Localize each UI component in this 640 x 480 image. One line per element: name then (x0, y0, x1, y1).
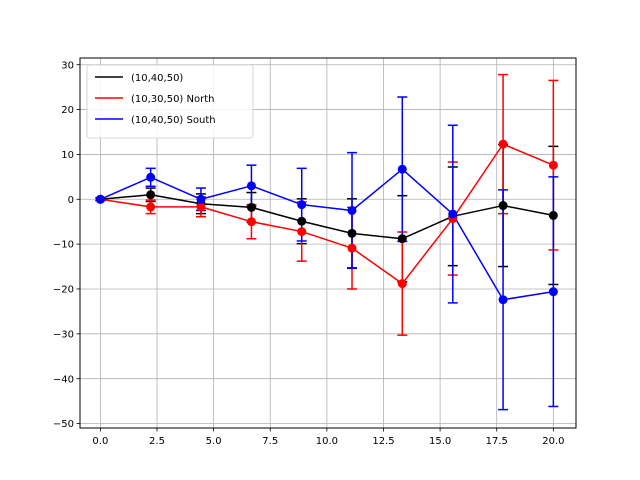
x-tick-label: 7.5 (262, 436, 278, 447)
y-tick-label: 10 (61, 150, 74, 161)
x-tick-label: 12.5 (372, 436, 394, 447)
series-1-point (347, 243, 357, 253)
series-0-point (146, 190, 156, 200)
series-0-point (498, 201, 508, 211)
y-tick-label: −50 (53, 419, 74, 430)
y-tick-label: −10 (53, 240, 74, 251)
series-2-point (347, 205, 357, 215)
series-0-point (246, 202, 256, 212)
x-tick-label: 10.0 (316, 436, 338, 447)
series-2-point (196, 194, 206, 204)
series-lines (100, 143, 554, 301)
series-2-point (548, 287, 558, 297)
series-1-point (146, 202, 156, 212)
x-tick-label: 2.5 (149, 436, 165, 447)
legend: (10,40,50) (10,30,50) North (10,40,50) Sou… (86, 64, 254, 139)
series-2-point (498, 295, 508, 305)
series-2-point (397, 164, 407, 174)
series-2-point (448, 209, 458, 219)
series-0-point (397, 234, 407, 244)
series-0-point (347, 228, 357, 238)
legend-label-2: (10,40,50) South (131, 115, 216, 126)
legend-box (86, 64, 254, 139)
series-1-point (196, 202, 206, 212)
x-axis-ticks: 0.0 2.5 5.0 7.5 10.0 12.5 15.0 17.5 20.0 (92, 428, 564, 447)
grid (80, 58, 576, 428)
series-1-point (397, 279, 407, 289)
series-2-point (297, 200, 307, 210)
series-1-point (548, 160, 558, 170)
x-tick-label: 15.0 (429, 436, 451, 447)
series-0-point (548, 210, 558, 220)
y-axis-ticks: −50 −40 −30 −20 −10 0 10 20 30 (53, 60, 80, 430)
y-tick-label: 30 (61, 60, 74, 71)
y-tick-label: 20 (61, 105, 74, 116)
y-tick-label: −40 (53, 374, 74, 385)
series-2-point (246, 181, 256, 191)
y-tick-label: 0 (68, 195, 74, 206)
x-tick-label: 0.0 (92, 436, 108, 447)
series-0-line (100, 194, 554, 240)
legend-label-0: (10,40,50) (131, 73, 183, 84)
series-1-point (246, 217, 256, 227)
series-2-line (100, 168, 554, 301)
x-tick-label: 17.5 (486, 436, 508, 447)
y-tick-label: −20 (53, 285, 74, 296)
series-1-point (498, 139, 508, 149)
plot-frame (79, 57, 577, 429)
series-1-point (297, 227, 307, 237)
series-0-point (297, 216, 307, 226)
x-tick-label: 5.0 (206, 436, 222, 447)
series-2-point (146, 172, 156, 182)
series-2-point (95, 194, 105, 204)
legend-label-1: (10,30,50) North (131, 94, 214, 105)
series-1-line (100, 143, 554, 285)
series-markers (95, 139, 558, 305)
x-tick-label: 20.0 (542, 436, 564, 447)
y-tick-label: −30 (53, 329, 74, 340)
